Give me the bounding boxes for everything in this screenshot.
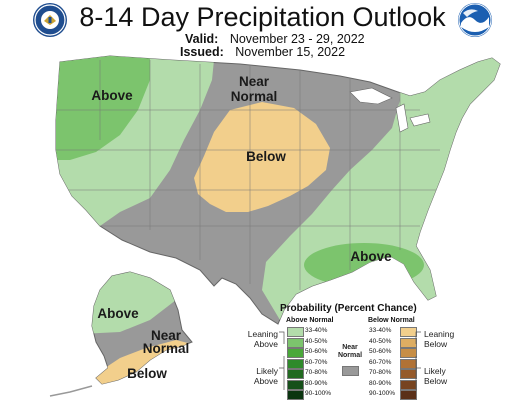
alaska-green-zone xyxy=(92,272,180,334)
northwest-green-zone xyxy=(56,56,150,160)
noaa-logo-icon xyxy=(458,3,492,37)
issued-label: Issued: xyxy=(180,45,224,59)
legend-above-swatch xyxy=(287,379,304,390)
legend-below-header: Below Normal xyxy=(368,317,415,324)
commerce-seal-icon xyxy=(33,3,67,37)
legend-below-range-label: 80-90% xyxy=(369,379,392,387)
legend-likely-above: Likely Above xyxy=(253,366,278,386)
legend-above-range-label: 60-70% xyxy=(305,358,328,366)
label-near-normal-line1: Near xyxy=(239,74,270,89)
legend-above-range-label: 70-80% xyxy=(305,369,328,376)
legend-above-range-label: 90-100% xyxy=(305,390,332,397)
legend-above-range-label: 33-40% xyxy=(305,327,328,334)
legend-above-swatch xyxy=(287,348,304,358)
label-above-northwest: Above xyxy=(91,88,133,103)
valid-label: Valid: xyxy=(185,32,219,46)
page-title: 8-14 Day Precipitation Outlook xyxy=(79,2,446,32)
legend-below-swatch xyxy=(400,379,417,390)
label-above-southeast: Above xyxy=(350,249,392,264)
legend-above-swatch xyxy=(287,369,304,379)
issued-date: November 15, 2022 xyxy=(235,45,346,59)
legend-title: Probability (Percent Chance) xyxy=(280,303,417,314)
label-near-alaska-line1: Near xyxy=(151,328,182,343)
legend-near-normal-swatch xyxy=(342,366,359,376)
legend-likely-below: Likely Below xyxy=(424,366,448,386)
legend-leaning-below: Leaning Below xyxy=(424,329,455,349)
legend-below-swatch xyxy=(400,369,417,379)
legend-below-swatch xyxy=(400,327,417,337)
legend-below-range-label: 40-50% xyxy=(369,337,392,345)
label-near-alaska-line2: Normal xyxy=(143,341,190,356)
legend-above-swatch xyxy=(287,390,304,400)
legend-below-range-label: 70-80% xyxy=(369,369,392,376)
legend-below-range-label: 50-60% xyxy=(369,348,392,355)
legend-above-range-label: 50-60% xyxy=(305,348,328,355)
legend-below-range-label: 33-40% xyxy=(369,327,392,334)
legend-above-swatch xyxy=(287,358,304,369)
central-tan-zone xyxy=(194,102,330,212)
valid-line: Valid: November 23 - 29, 2022 xyxy=(185,32,365,46)
legend-above-swatch xyxy=(287,327,304,337)
aleutian-islands xyxy=(49,385,93,397)
issued-line: Issued: November 15, 2022 xyxy=(180,45,345,59)
legend-below-range-label: 60-70% xyxy=(369,358,392,366)
label-below-alaska: Below xyxy=(127,366,167,381)
legend-leaning-above: Leaning Above xyxy=(247,329,278,349)
legend-below-swatch xyxy=(400,337,417,348)
legend-below-swatch xyxy=(400,390,417,400)
legend-above-range-label: 80-90% xyxy=(305,379,328,387)
legend-near-normal: Near Normal xyxy=(337,344,363,359)
legend-above-swatch xyxy=(287,337,304,348)
label-near-normal-line2: Normal xyxy=(231,89,278,104)
valid-dates: November 23 - 29, 2022 xyxy=(229,32,365,46)
label-below-center: Below xyxy=(246,149,286,164)
legend-above-header: Above Normal xyxy=(286,317,334,324)
legend-above-range-label: 40-50% xyxy=(305,337,328,345)
label-above-alaska: Above xyxy=(97,306,139,321)
legend-below-swatch xyxy=(400,358,417,369)
great-lakes xyxy=(349,87,393,105)
state-borders xyxy=(56,60,440,290)
legend-below-range-label: 90-100% xyxy=(369,390,396,397)
legend-below-swatch xyxy=(400,348,417,358)
